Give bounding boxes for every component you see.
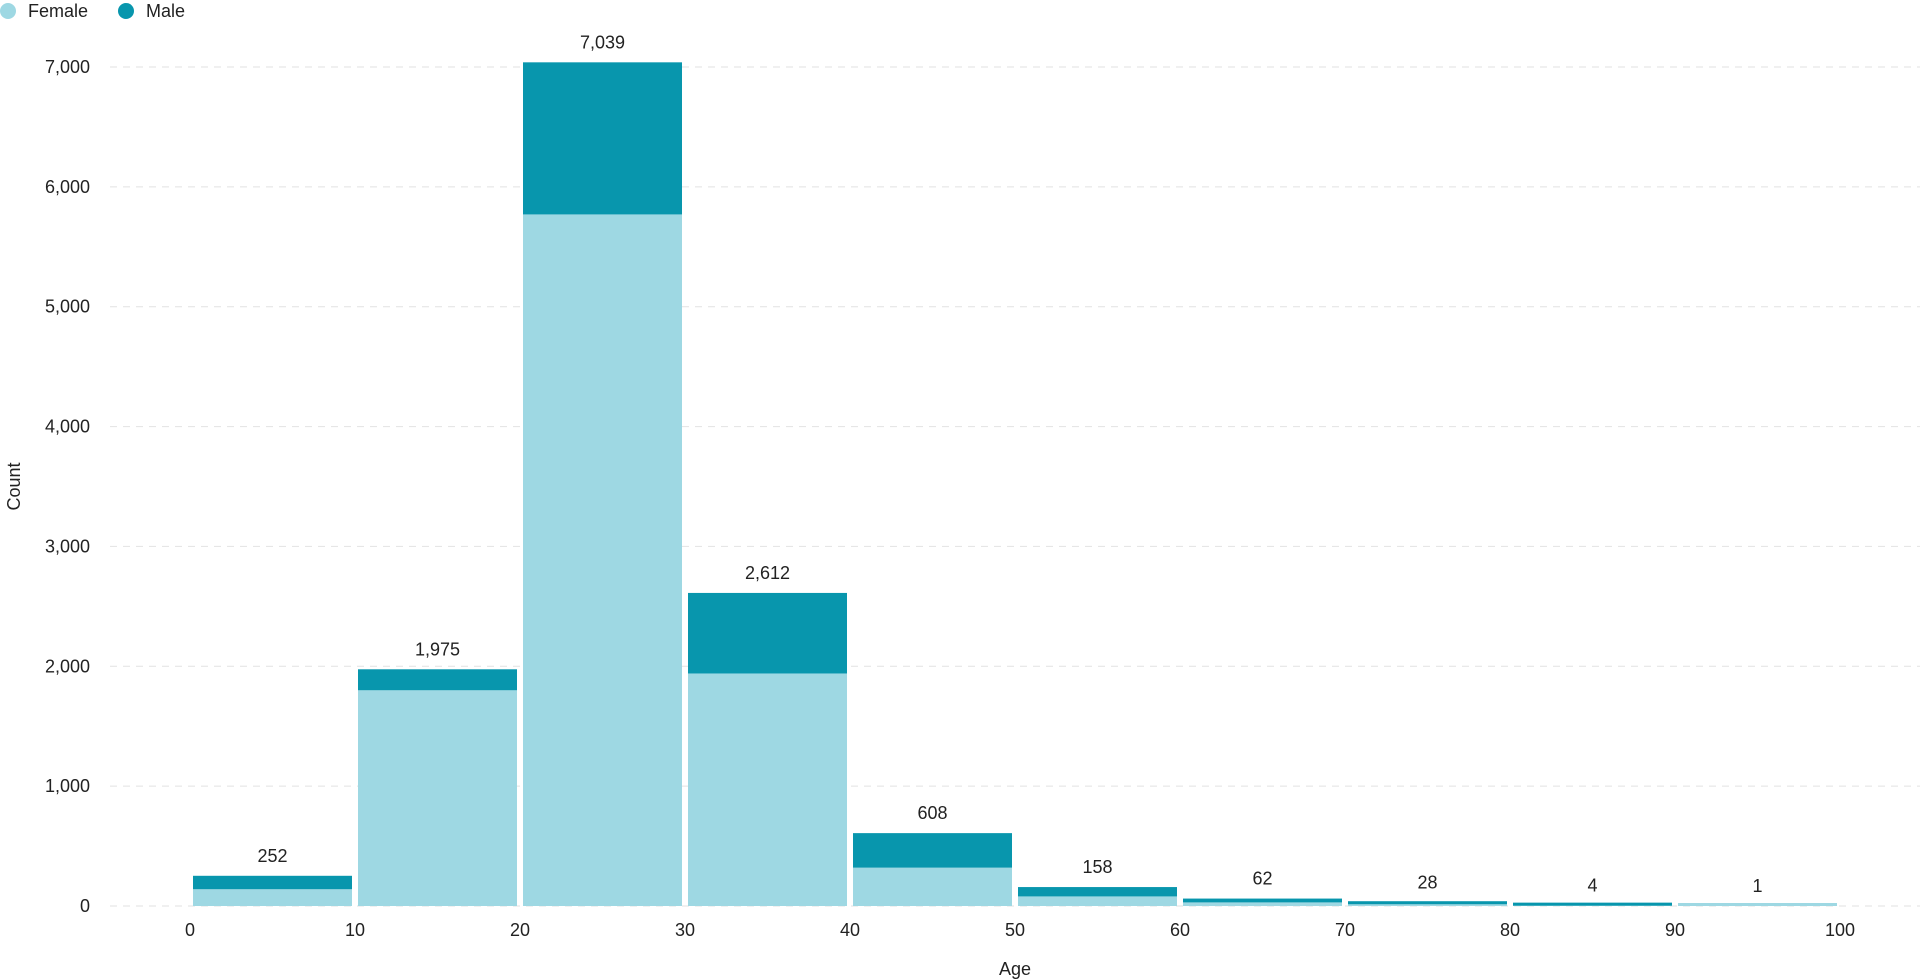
legend-item-male[interactable]: Male: [118, 1, 185, 22]
grid-layer: [110, 66, 1920, 907]
y-tick-label: 2,000: [45, 656, 90, 676]
y-tick-label: 4,000: [45, 417, 90, 437]
legend-label-female: Female: [28, 0, 89, 21]
x-tick-label: 10: [345, 920, 365, 940]
x-tick-label: 60: [1170, 920, 1190, 940]
bar-female-90-100[interactable]: [1678, 903, 1837, 906]
x-tick-label: 100: [1825, 920, 1855, 940]
bar-female-20-30[interactable]: [523, 214, 682, 906]
y-tick-label: 7,000: [45, 57, 90, 77]
legend-label-male: Male: [146, 0, 186, 21]
y-tick-label: 3,000: [45, 536, 90, 556]
bar-male-50-60[interactable]: [1018, 887, 1177, 897]
ticks-layer: 0 1,000 2,000 3,000 4,000 5,000 6,000 7,000 0 10 2…: [45, 57, 1855, 940]
x-tick-label: 0: [185, 920, 195, 940]
y-tick-label: 0: [80, 896, 90, 916]
bar-male-40-50[interactable]: [853, 833, 1012, 868]
x-tick-label: 50: [1005, 920, 1025, 940]
bar-total-label: 62: [1252, 869, 1272, 889]
bar-total-label: 2,612: [745, 563, 790, 583]
bar-total-label: 4: [1587, 876, 1597, 896]
bar-total-label: 158: [1082, 857, 1112, 877]
bar-male-60-70[interactable]: [1183, 898, 1342, 903]
bar-male-70-80[interactable]: [1348, 901, 1507, 905]
bar-female-10-20[interactable]: [358, 690, 517, 906]
bar-total-label: 1,975: [415, 639, 460, 659]
bar-male-10-20[interactable]: [358, 669, 517, 691]
bar-male-20-30[interactable]: [523, 62, 682, 215]
bar-male-30-40[interactable]: [688, 592, 847, 674]
bar-female-40-50[interactable]: [853, 867, 1012, 906]
bar-female-60-70[interactable]: [1183, 902, 1342, 906]
x-tick-label: 40: [840, 920, 860, 940]
bar-female-0-10[interactable]: [193, 889, 352, 906]
legend-item-female[interactable]: Female: [0, 1, 88, 22]
legend: Female Male: [0, 0, 185, 22]
legend-swatch-male: [118, 3, 135, 19]
data-labels-layer: 252 1,975 7,039 2,612 608 158 62 28 4 1: [257, 32, 1762, 896]
x-tick-label: 80: [1500, 920, 1520, 940]
legend-swatch-female: [0, 3, 16, 19]
bar-total-label: 7,039: [580, 32, 625, 52]
y-axis-title: Count: [4, 462, 24, 510]
bars-layer: [193, 62, 1837, 906]
x-tick-label: 30: [675, 920, 695, 940]
x-tick-label: 20: [510, 920, 530, 940]
x-tick-label: 70: [1335, 920, 1355, 940]
y-tick-label: 6,000: [45, 177, 90, 197]
bar-total-label: 28: [1417, 873, 1437, 893]
y-tick-label: 1,000: [45, 776, 90, 796]
x-tick-label: 90: [1665, 920, 1685, 940]
bar-male-0-10[interactable]: [193, 875, 352, 890]
bar-total-label: 1: [1752, 876, 1762, 896]
bar-total-label: 608: [917, 803, 947, 823]
x-axis-title: Age: [999, 959, 1031, 979]
bar-male-80-90[interactable]: [1513, 902, 1672, 906]
bar-female-70-80[interactable]: [1348, 903, 1507, 906]
bar-total-label: 252: [257, 846, 287, 866]
bar-female-50-60[interactable]: [1018, 896, 1177, 906]
y-tick-label: 5,000: [45, 297, 90, 317]
bar-female-30-40[interactable]: [688, 673, 847, 906]
